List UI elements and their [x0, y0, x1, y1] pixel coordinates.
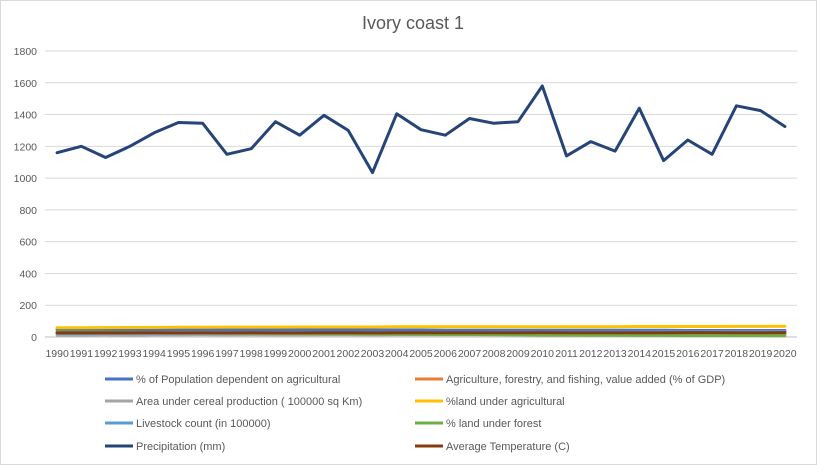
x-tick-label: 2000	[288, 348, 312, 360]
y-tick-label: 400	[19, 268, 37, 280]
x-tick-label: 2019	[749, 348, 773, 360]
x-tick-label: 1995	[167, 348, 191, 360]
x-tick-label: 2005	[409, 348, 433, 360]
legend-item: Average Temperature (C)	[415, 441, 570, 453]
legend-item: % land under forest	[415, 418, 541, 430]
y-axis: 0 200 400 600 800 1000 1200 1400 1600 1800	[14, 46, 38, 344]
legend-item: % of Population dependent on agricultura…	[105, 374, 340, 386]
legend-label: % of Population dependent on agricultura…	[136, 374, 340, 386]
legend-label: Precipitation (mm)	[136, 441, 225, 453]
x-tick-label: 2003	[361, 348, 385, 360]
legend-label: Agriculture, forestry, and fishing, valu…	[446, 374, 725, 386]
x-tick-label: 2014	[628, 348, 652, 360]
legend-label: %land under agricultural	[446, 396, 565, 408]
y-tick-label: 200	[19, 300, 37, 312]
chart-title: Ivory coast 1	[362, 13, 464, 33]
series-line	[57, 86, 785, 173]
x-tick-label: 2011	[555, 348, 578, 360]
x-tick-label: 1997	[215, 348, 239, 360]
x-tick-label: 2007	[458, 348, 482, 360]
series-line	[57, 329, 785, 330]
y-tick-label: 800	[19, 205, 37, 217]
legend-item: Agriculture, forestry, and fishing, valu…	[415, 374, 725, 386]
gridlines	[45, 51, 797, 337]
y-tick-label: 1800	[14, 46, 38, 58]
x-tick-label: 2008	[482, 348, 506, 360]
y-tick-label: 600	[19, 237, 37, 249]
x-tick-label: 2002	[337, 348, 361, 360]
x-tick-label: 2012	[579, 348, 603, 360]
x-tick-label: 1996	[191, 348, 215, 360]
x-tick-label: 2006	[434, 348, 458, 360]
legend-label: Average Temperature (C)	[446, 441, 570, 453]
legend-label: % land under forest	[446, 418, 541, 430]
x-tick-label: 2017	[700, 348, 724, 360]
legend-label: Livestock count (in 100000)	[136, 418, 271, 430]
series-line	[57, 326, 785, 328]
x-tick-label: 1999	[264, 348, 288, 360]
x-tick-label: 1992	[94, 348, 118, 360]
y-tick-label: 1000	[14, 173, 38, 185]
x-tick-label: 2020	[773, 348, 797, 360]
y-tick-label: 1600	[14, 78, 38, 90]
x-tick-label: 2016	[676, 348, 700, 360]
legend-item: Precipitation (mm)	[105, 441, 225, 453]
x-tick-label: 1993	[118, 348, 142, 360]
legend-item: Livestock count (in 100000)	[105, 418, 271, 430]
x-tick-label: 2018	[725, 348, 749, 360]
x-tick-label: 1994	[142, 348, 166, 360]
series-lines	[57, 86, 785, 336]
x-tick-label: 1991	[70, 348, 94, 360]
legend: % of Population dependent on agricultura…	[105, 374, 725, 453]
legend-label: Area under cereal production ( 100000 sq…	[136, 396, 362, 408]
x-tick-label: 2001	[312, 348, 336, 360]
legend-item: %land under agricultural	[415, 396, 565, 408]
x-tick-label: 2013	[603, 348, 627, 360]
y-tick-label: 1400	[14, 110, 38, 122]
x-tick-label: 1998	[240, 348, 264, 360]
x-tick-label: 2015	[652, 348, 676, 360]
x-tick-label: 2010	[531, 348, 555, 360]
legend-item: Area under cereal production ( 100000 sq…	[105, 396, 362, 408]
x-tick-label: 2009	[506, 348, 530, 360]
x-tick-label: 1990	[45, 348, 69, 360]
y-tick-label: 1200	[14, 141, 38, 153]
x-tick-label: 2004	[385, 348, 409, 360]
y-tick-label: 0	[31, 332, 37, 344]
